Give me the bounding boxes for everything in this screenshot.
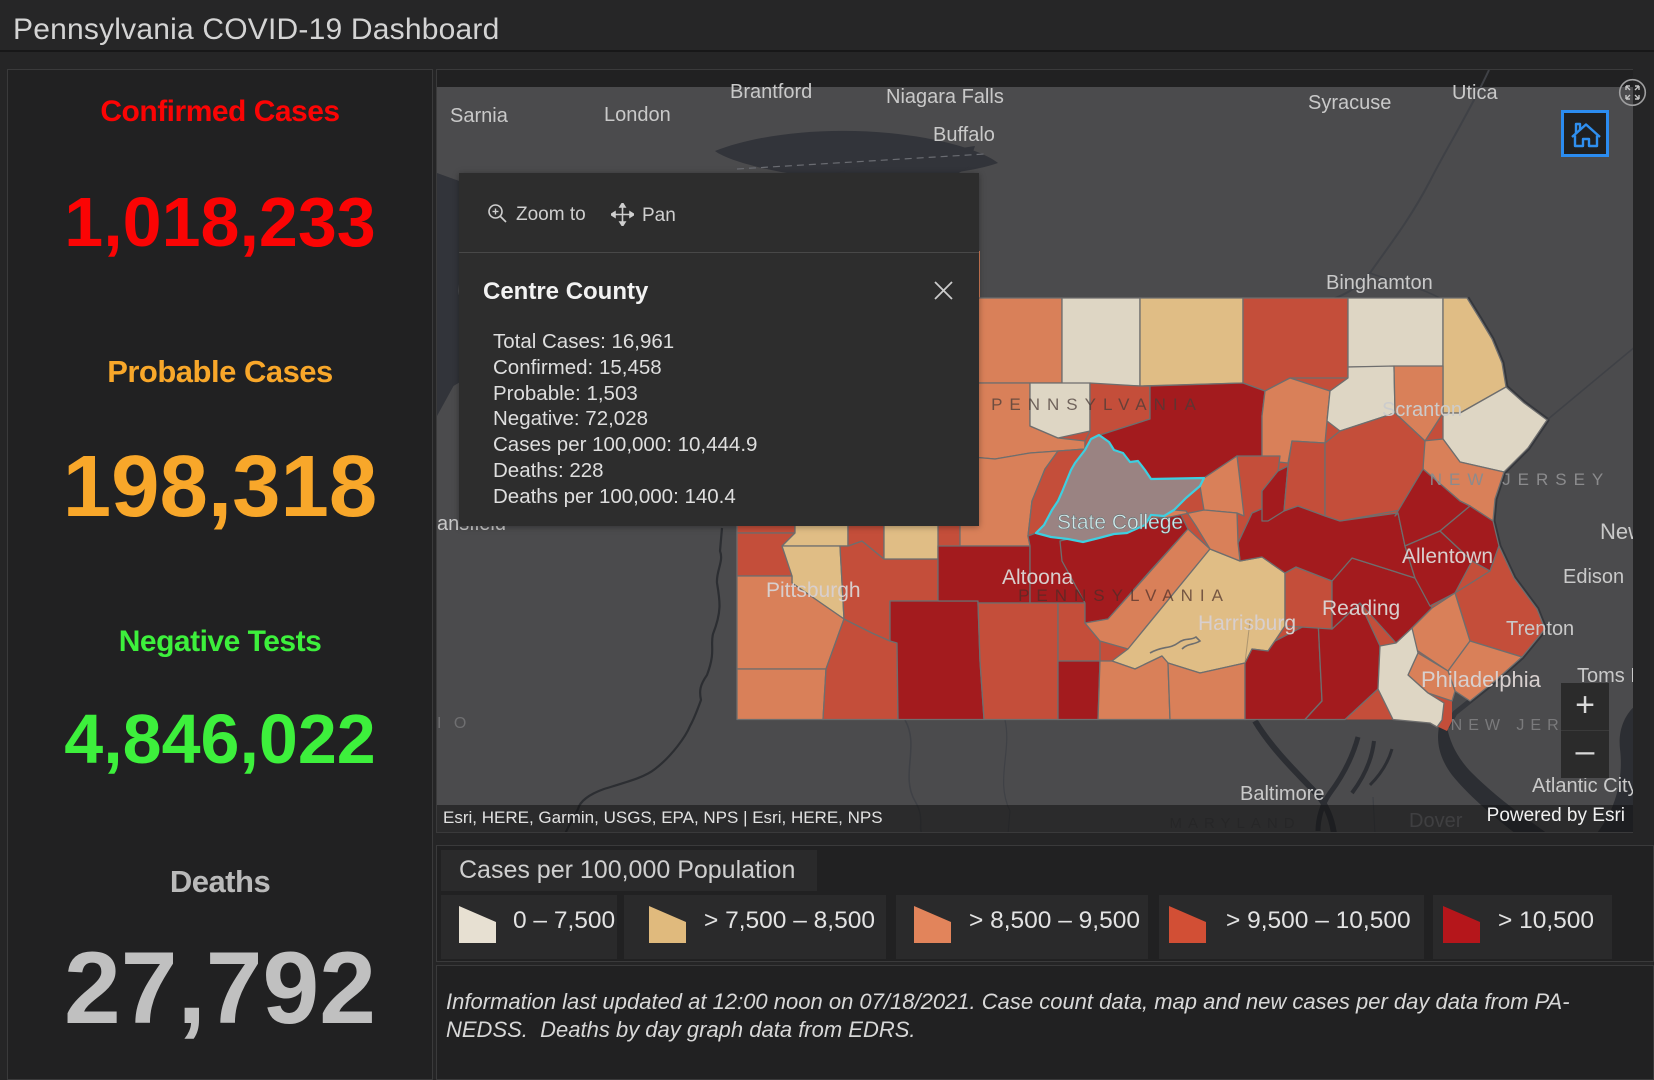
svg-text:Binghamton: Binghamton	[1326, 272, 1433, 294]
svg-text:Sarnia: Sarnia	[450, 105, 509, 127]
svg-text:Trenton: Trenton	[1506, 618, 1574, 640]
svg-text:Niagara Falls: Niagara Falls	[886, 86, 1004, 108]
svg-text:Pittsburgh: Pittsburgh	[766, 579, 861, 602]
svg-text:London: London	[604, 104, 671, 126]
svg-text:Syracuse: Syracuse	[1308, 92, 1391, 114]
svg-text:Edison: Edison	[1563, 566, 1624, 588]
svg-text:NEW JERSEY: NEW JERSEY	[1430, 470, 1611, 489]
svg-text:NEW JERS: NEW JERS	[1451, 717, 1582, 734]
svg-text:Toms R: Toms R	[1577, 665, 1633, 687]
svg-text:Harrisburg: Harrisburg	[1198, 612, 1296, 635]
svg-text:I O: I O	[437, 715, 470, 732]
svg-text:Atlantic City: Atlantic City	[1532, 775, 1633, 797]
svg-text:PENNSYLVANIA: PENNSYLVANIA	[1018, 586, 1230, 605]
svg-text:Utica: Utica	[1452, 82, 1498, 104]
svg-text:Allentown: Allentown	[1402, 545, 1493, 568]
svg-text:Philadelphia: Philadelphia	[1421, 667, 1542, 692]
svg-text:Brantford: Brantford	[730, 81, 812, 103]
svg-text:Baltimore: Baltimore	[1240, 783, 1324, 805]
svg-text:Reading: Reading	[1322, 597, 1400, 620]
svg-text:PENNSYLVANIA: PENNSYLVANIA	[991, 395, 1203, 414]
svg-text:Altoona: Altoona	[1002, 566, 1074, 589]
svg-text:New: New	[1600, 519, 1633, 544]
svg-text:Scranton: Scranton	[1382, 399, 1462, 421]
svg-text:State College: State College	[1057, 511, 1183, 534]
svg-text:Buffalo: Buffalo	[933, 124, 995, 146]
